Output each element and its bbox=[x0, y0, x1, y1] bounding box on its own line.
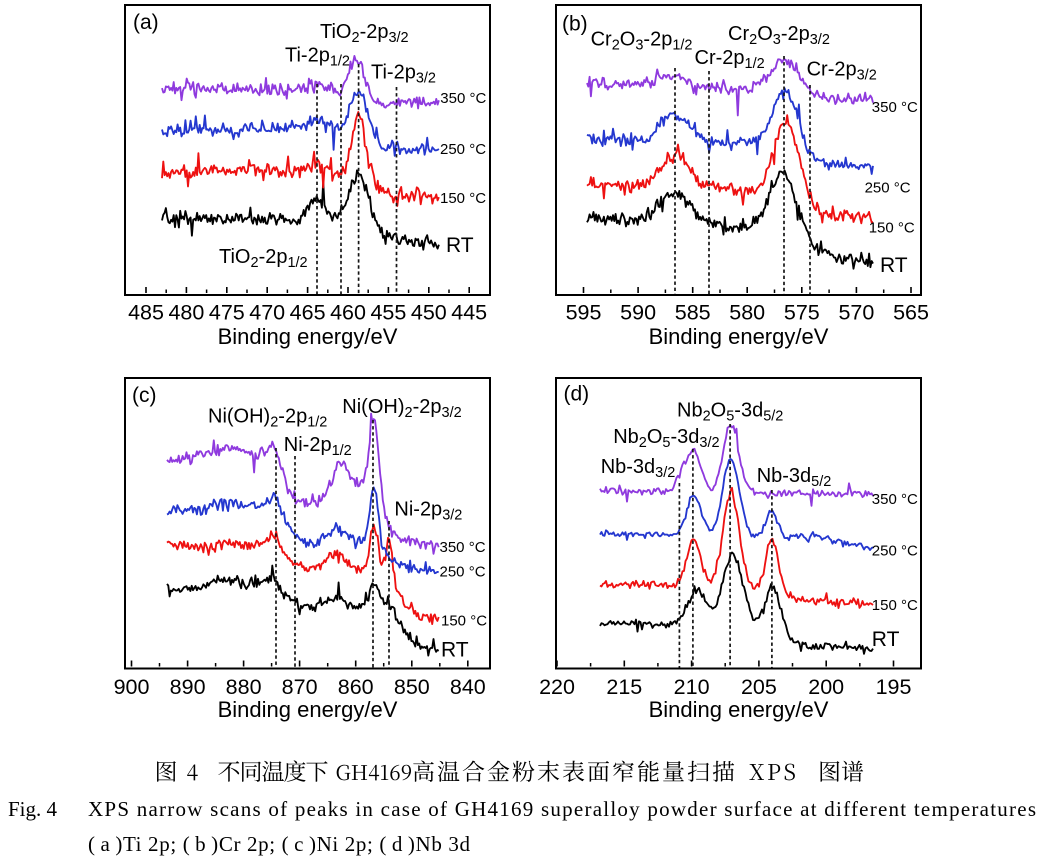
svg-text:(c): (c) bbox=[132, 384, 157, 407]
svg-text:150 °C: 150 °C bbox=[872, 597, 918, 614]
svg-text:Ni(OH)2-2p1/2: Ni(OH)2-2p1/2 bbox=[208, 406, 327, 431]
svg-text:450: 450 bbox=[411, 301, 447, 325]
svg-text:445: 445 bbox=[451, 301, 487, 325]
svg-text:150 °C: 150 °C bbox=[869, 220, 915, 237]
svg-text:570: 570 bbox=[838, 301, 874, 325]
svg-text:Cr2O3-2p3/2: Cr2O3-2p3/2 bbox=[728, 23, 830, 48]
svg-text:470: 470 bbox=[249, 301, 285, 325]
svg-text:575: 575 bbox=[784, 301, 820, 325]
svg-text:350 °C: 350 °C bbox=[440, 90, 486, 107]
svg-text:565: 565 bbox=[893, 301, 929, 325]
svg-text:Nb-3d3/2: Nb-3d3/2 bbox=[601, 456, 676, 481]
svg-text:Nb2O5-3d3/2: Nb2O5-3d3/2 bbox=[613, 426, 719, 451]
svg-text:350 °C: 350 °C bbox=[872, 491, 918, 508]
svg-text:RT: RT bbox=[446, 234, 474, 257]
svg-text:Binding energy/eV: Binding energy/eV bbox=[218, 324, 398, 349]
svg-text:595: 595 bbox=[566, 301, 602, 325]
svg-text:Binding energy/eV: Binding energy/eV bbox=[218, 697, 398, 722]
svg-text:210: 210 bbox=[674, 675, 710, 699]
svg-text:880: 880 bbox=[226, 675, 262, 699]
svg-text:220: 220 bbox=[539, 675, 575, 699]
svg-text:Cr-2p3/2: Cr-2p3/2 bbox=[807, 59, 877, 84]
svg-text:860: 860 bbox=[338, 675, 374, 699]
svg-text:480: 480 bbox=[168, 301, 204, 325]
svg-text:250 °C: 250 °C bbox=[440, 141, 486, 158]
svg-text:250 °C: 250 °C bbox=[865, 180, 911, 197]
svg-text:Ni-2p3/2: Ni-2p3/2 bbox=[394, 499, 462, 524]
svg-text:RT: RT bbox=[441, 639, 469, 662]
svg-text:Ni(OH)2-2p3/2: Ni(OH)2-2p3/2 bbox=[342, 396, 461, 421]
svg-text:TiO2-2p3/2: TiO2-2p3/2 bbox=[320, 21, 409, 46]
svg-text:Ni-2p1/2: Ni-2p1/2 bbox=[284, 434, 352, 459]
svg-text:( a )Ti 2p; ( b )Cr 2p; ( c )N: ( a )Ti 2p; ( b )Cr 2p; ( c )Ni 2p; ( d … bbox=[88, 832, 471, 856]
svg-text:Binding energy/eV: Binding energy/eV bbox=[649, 697, 829, 722]
svg-text:205: 205 bbox=[741, 675, 777, 699]
svg-text:(d): (d) bbox=[564, 383, 590, 406]
svg-text:150 °C: 150 °C bbox=[441, 612, 487, 629]
svg-text:590: 590 bbox=[620, 301, 656, 325]
svg-text:890: 890 bbox=[170, 675, 206, 699]
svg-text:840: 840 bbox=[450, 675, 486, 699]
svg-text:850: 850 bbox=[394, 675, 430, 699]
svg-text:460: 460 bbox=[330, 301, 366, 325]
svg-text:195: 195 bbox=[876, 675, 912, 699]
svg-text:TiO2-2p1/2: TiO2-2p1/2 bbox=[219, 246, 308, 271]
svg-text:Cr2O3-2p1/2: Cr2O3-2p1/2 bbox=[591, 29, 693, 54]
svg-text:Binding energy/eV: Binding energy/eV bbox=[649, 324, 829, 349]
svg-text:455: 455 bbox=[370, 301, 406, 325]
svg-text:900: 900 bbox=[114, 675, 150, 699]
svg-text:465: 465 bbox=[290, 301, 326, 325]
svg-text:350 °C: 350 °C bbox=[440, 539, 486, 556]
svg-text:475: 475 bbox=[209, 301, 245, 325]
svg-text:RT: RT bbox=[880, 254, 908, 277]
svg-text:RT: RT bbox=[872, 628, 900, 651]
svg-text:350 °C: 350 °C bbox=[872, 99, 918, 116]
svg-text:250 °C: 250 °C bbox=[872, 542, 918, 559]
svg-text:Cr-2p1/2: Cr-2p1/2 bbox=[695, 47, 765, 72]
svg-text:Nb2O5-3d5/2: Nb2O5-3d5/2 bbox=[677, 399, 783, 424]
svg-text:Fig. 4: Fig. 4 bbox=[8, 797, 58, 821]
svg-text:585: 585 bbox=[675, 301, 711, 325]
svg-text:Ti-2p3/2: Ti-2p3/2 bbox=[371, 62, 436, 87]
svg-text:Ti-2p1/2: Ti-2p1/2 bbox=[285, 45, 350, 70]
svg-text:580: 580 bbox=[729, 301, 765, 325]
svg-text:250 °C: 250 °C bbox=[440, 564, 486, 581]
svg-text:Nb-3d5/2: Nb-3d5/2 bbox=[757, 465, 832, 490]
svg-text:(a): (a) bbox=[133, 11, 159, 34]
svg-text:200: 200 bbox=[808, 675, 844, 699]
svg-text:XPS narrow scans of peaks in c: XPS narrow scans of peaks in case of GH4… bbox=[88, 797, 1036, 821]
svg-text:870: 870 bbox=[282, 675, 318, 699]
svg-text:485: 485 bbox=[128, 301, 164, 325]
svg-text:150 °C: 150 °C bbox=[440, 190, 486, 207]
svg-text:(b): (b) bbox=[562, 13, 588, 36]
svg-text:215: 215 bbox=[606, 675, 642, 699]
